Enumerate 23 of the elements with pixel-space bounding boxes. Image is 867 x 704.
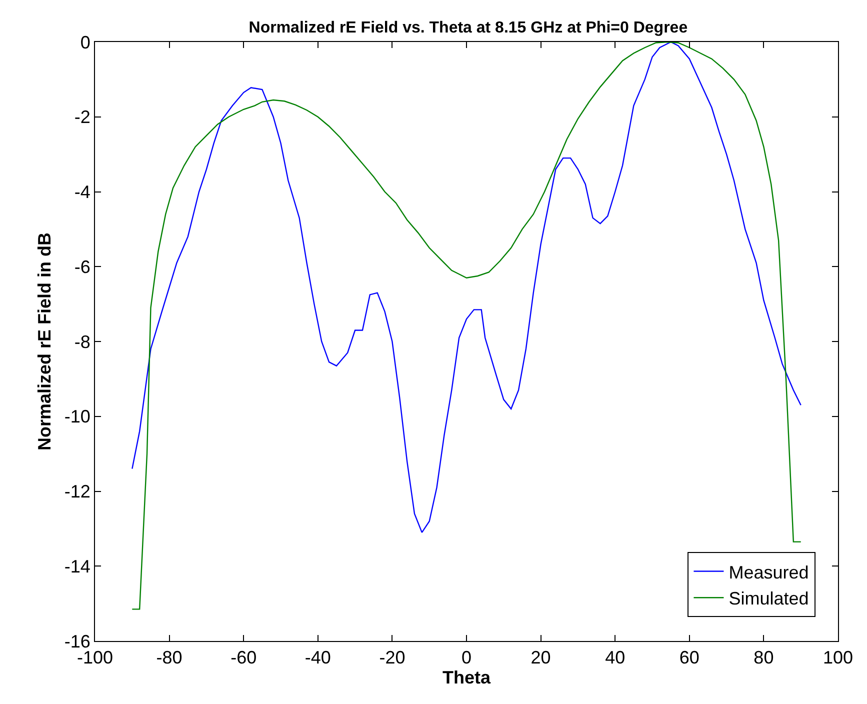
legend-label: Simulated (728, 588, 809, 609)
x-tick-label: -60 (230, 648, 257, 668)
y-tick-label: -12 (64, 482, 90, 502)
x-tick-label: 80 (754, 648, 774, 668)
chart-title: Normalized rE Field vs. Theta at 8.15 GHz at Phi=0 Degree (248, 19, 688, 36)
x-tick-label: 40 (605, 648, 626, 668)
y-tick-label: -6 (74, 256, 90, 277)
y-axis-title: Normalized rE Field in dB (34, 232, 55, 451)
x-tick-label: -40 (304, 648, 331, 668)
x-tick-label: 0 (461, 648, 472, 668)
x-axis-title: Theta (442, 668, 492, 688)
y-tick-label: -4 (74, 182, 90, 202)
legend-label: Measured (728, 562, 809, 582)
x-tick-label: 60 (679, 648, 700, 668)
y-tick-label: -14 (64, 556, 90, 576)
x-tick-label: 20 (530, 648, 551, 668)
x-tick-label: -20 (379, 648, 406, 668)
y-tick-label: 0 (80, 32, 90, 52)
x-tick-label: -80 (156, 648, 182, 668)
y-tick-label: -10 (64, 406, 90, 427)
y-tick-label: -2 (74, 107, 90, 128)
y-tick-label: -8 (74, 332, 90, 352)
x-tick-label: 100 (822, 648, 854, 668)
